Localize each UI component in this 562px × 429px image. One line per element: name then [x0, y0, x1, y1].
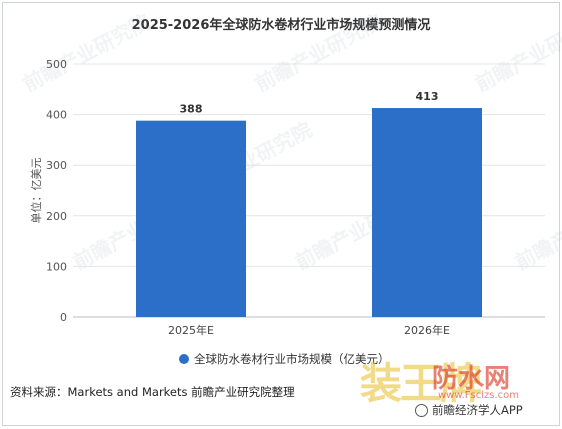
corner-watermark: 装王牌 防水网 www.Fsclzs.com — [360, 350, 560, 410]
brand-label: 前瞻经济学人APP — [432, 403, 523, 417]
y-tick-label: 500 — [46, 58, 67, 71]
bar — [136, 120, 246, 317]
watermark-text: 前瞻产业研究院 — [251, 9, 386, 96]
watermark-text: 前瞻产业研究院 — [511, 187, 562, 274]
legend-marker — [179, 354, 189, 364]
x-tick-label: 2025年E — [168, 323, 214, 337]
brand-badge: 前瞻经济学人APP — [415, 402, 523, 418]
watermark-label: 防水网 — [432, 364, 511, 394]
watermark-text: 前瞻产业研究院 — [471, 9, 562, 96]
source-note: 资料来源：Markets and Markets 前瞻产业研究院整理 — [10, 385, 295, 399]
y-axis-label: 单位：亿美元 — [29, 158, 43, 224]
legend-label: 全球防水卷材行业市场规模（亿美元） — [194, 352, 390, 366]
watermark-url: www.Fsclzs.com — [438, 390, 520, 401]
y-tick-label: 300 — [46, 159, 67, 172]
data-label: 388 — [180, 103, 203, 116]
qianzhan-logo-icon — [415, 404, 428, 417]
y-tick-label: 0 — [60, 311, 67, 324]
bar — [372, 108, 482, 317]
watermark-text: 前瞻产业研究院 — [19, 9, 154, 96]
watermark-brand: 装王牌 — [360, 359, 482, 408]
x-tick-label: 2026年E — [404, 323, 450, 337]
y-tick-label: 200 — [46, 210, 67, 223]
data-label: 413 — [416, 90, 439, 103]
chart-title: 2025-2026年全球防水卷材行业市场规模预测情况 — [131, 18, 431, 33]
y-tick-label: 400 — [46, 109, 67, 122]
y-tick-label: 100 — [46, 260, 67, 273]
